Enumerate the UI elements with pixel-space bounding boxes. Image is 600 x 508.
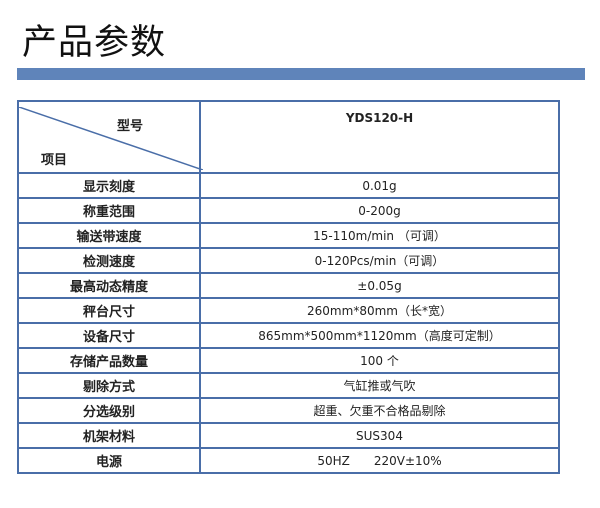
table-row: 检测速度 0-120Pcs/min（可调）: [17, 247, 560, 274]
spec-value: 100 个: [199, 347, 560, 374]
model-value: YDS120-H: [199, 100, 560, 174]
spec-name: 最高动态精度: [17, 272, 201, 299]
table-row: 最高动态精度 ±0.05g: [17, 272, 560, 299]
spec-name: 分选级别: [17, 397, 201, 424]
spec-name: 剔除方式: [17, 372, 201, 399]
spec-name: 称重范围: [17, 197, 201, 224]
spec-value: 0-120Pcs/min（可调）: [199, 247, 560, 274]
spec-value: 50HZ 220V±10%: [199, 447, 560, 474]
spec-name: 检测速度: [17, 247, 201, 274]
spec-value: 865mm*500mm*1120mm（高度可定制）: [199, 322, 560, 349]
title-divider-bar: [17, 68, 585, 80]
spec-value: 15-110m/min （可调）: [199, 222, 560, 249]
table-row: 存储产品数量 100 个: [17, 347, 560, 374]
diagonal-header-cell: 型号 项目: [17, 100, 203, 174]
spec-value: 超重、欠重不合格品剔除: [199, 397, 560, 424]
spec-value: SUS304: [199, 422, 560, 449]
spec-table: 型号 项目 YDS120-H 显示刻度 0.01g 称重范围 0-200g 输送带速度 1…: [17, 100, 560, 474]
table-row: 输送带速度 15-110m/min （可调）: [17, 222, 560, 249]
table-row: 秤台尺寸 260mm*80mm（长*宽）: [17, 297, 560, 324]
table-row: 剔除方式 气缸推或气吹: [17, 372, 560, 399]
spec-value: 0.01g: [199, 172, 560, 199]
spec-name: 显示刻度: [17, 172, 201, 199]
spec-name: 输送带速度: [17, 222, 201, 249]
spec-name: 秤台尺寸: [17, 297, 201, 324]
item-label: 项目: [41, 152, 68, 168]
diagonal-line: [19, 106, 203, 170]
table-row: 显示刻度 0.01g: [17, 172, 560, 199]
table-row: 称重范围 0-200g: [17, 197, 560, 224]
model-label: 型号: [117, 118, 144, 134]
spec-name: 设备尺寸: [17, 322, 201, 349]
spec-value: 气缸推或气吹: [199, 372, 560, 399]
spec-value: ±0.05g: [199, 272, 560, 299]
spec-value: 260mm*80mm（长*宽）: [199, 297, 560, 324]
table-row: 设备尺寸 865mm*500mm*1120mm（高度可定制）: [17, 322, 560, 349]
spec-name: 机架材料: [17, 422, 201, 449]
table-row: 分选级别 超重、欠重不合格品剔除: [17, 397, 560, 424]
spec-value: 0-200g: [199, 197, 560, 224]
page-title: 产品参数: [22, 23, 167, 63]
table-row: 电源 50HZ 220V±10%: [17, 447, 560, 474]
spec-name: 电源: [17, 447, 201, 474]
table-row: 机架材料 SUS304: [17, 422, 560, 449]
table-header-row: 型号 项目 YDS120-H: [17, 100, 560, 174]
spec-name: 存储产品数量: [17, 347, 201, 374]
